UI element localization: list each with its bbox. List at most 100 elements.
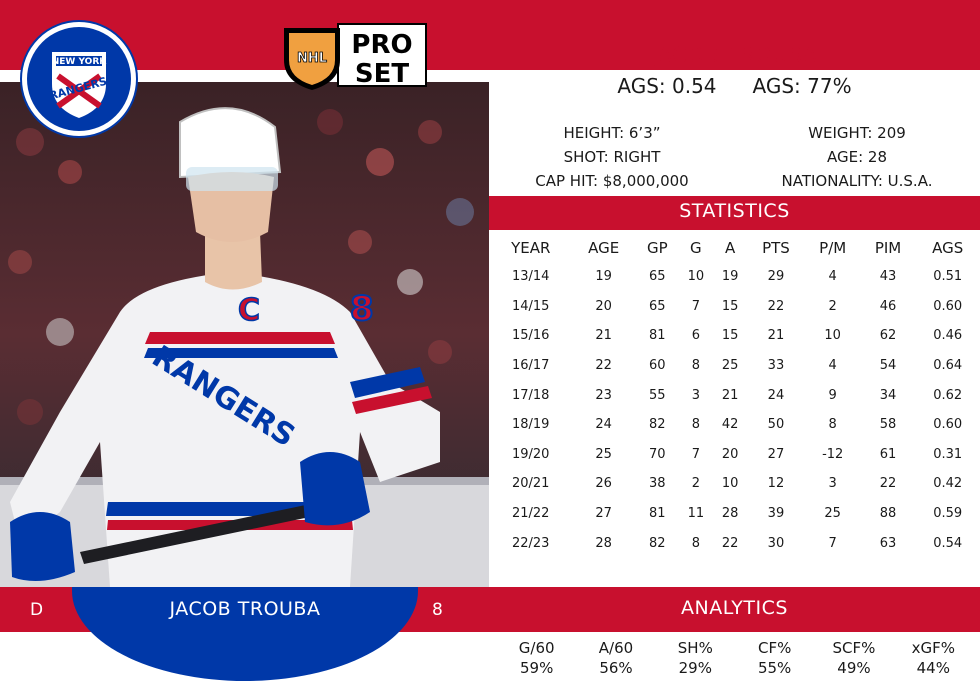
header-age: AGE <box>588 239 620 257</box>
stats-cell: 3 <box>691 387 700 403</box>
stats-cell: 8 <box>691 417 700 433</box>
stats-cell: 88 <box>879 506 897 522</box>
stats-cell: 10 <box>824 328 841 344</box>
stats-cell: 62 <box>879 328 897 344</box>
stats-cell: 34 <box>879 387 897 403</box>
stats-cell: 4 <box>828 269 837 285</box>
stats-cell: 6 <box>691 328 700 344</box>
stats-row: 17/18 23 55 3 21 24 9 34 0.62 <box>490 380 980 410</box>
stats-cell: 0.42 <box>933 476 963 492</box>
stats-cell: 63 <box>879 535 897 551</box>
stats-header-row: YEAR AGE GP G A PTS P/M PIM AGS <box>490 234 980 262</box>
stats-cell: 0.64 <box>933 358 963 374</box>
header-band <box>0 0 980 70</box>
stats-cell: 19 <box>595 269 612 285</box>
metric-value: 59% <box>519 659 554 677</box>
stats-cell: 82 <box>649 417 666 433</box>
stats-row: 22/23 28 82 8 22 30 7 63 0.54 <box>490 528 980 558</box>
stats-cell: 54 <box>879 358 897 374</box>
stats-cell: 8 <box>691 358 700 374</box>
stats-cell: 8 <box>691 535 700 551</box>
jersey-number: 8 <box>432 600 443 620</box>
stats-cell: 46 <box>879 298 897 314</box>
rangers-logo: NEW YORK RANGERS <box>20 20 138 138</box>
ags-percentile: AGS: 77% <box>752 74 852 98</box>
metric-xgf: xGF% 44% <box>894 638 973 678</box>
stats-cell: 61 <box>879 446 897 462</box>
stats-cell: 21 <box>767 328 785 344</box>
stats-cell: 0.54 <box>933 535 963 551</box>
stats-cell: 17/18 <box>511 387 550 403</box>
brand-text-pro: PRO <box>351 30 412 60</box>
stats-cell: 21 <box>595 328 612 344</box>
stats-cell: 13/14 <box>511 269 550 285</box>
stats-cell: 0.60 <box>933 298 963 314</box>
stats-cell: 2 <box>828 298 837 314</box>
stats-cell: 19 <box>721 269 739 285</box>
stats-cell: 7 <box>691 446 700 462</box>
player-name: JACOB TROUBA <box>651 43 818 67</box>
metric-label: G/60 <box>518 639 555 657</box>
metric-label: xGF% <box>911 639 955 657</box>
stats-cell: -12 <box>822 446 844 462</box>
header-pim: PIM <box>874 239 902 257</box>
stats-cell: 22 <box>767 298 785 314</box>
stats-row: 15/16 21 81 6 15 21 10 62 0.46 <box>490 321 980 351</box>
metric-a60: A/60 56% <box>576 638 655 678</box>
stats-cell: 65 <box>649 269 666 285</box>
captain-patch: C <box>238 293 260 328</box>
stats-cell: 10 <box>687 269 705 285</box>
metric-label: SH% <box>677 639 713 657</box>
stats-cell: 14/15 <box>511 298 550 314</box>
stats-cell: 9 <box>828 387 837 403</box>
stats-cell: 24 <box>767 387 785 403</box>
metric-value: 56% <box>599 659 633 677</box>
stats-cell: 15 <box>721 298 739 314</box>
stats-cell: 7 <box>691 298 700 314</box>
metric-scf: SCF% 49% <box>814 638 893 678</box>
metric-cf: CF% 55% <box>735 638 814 678</box>
stats-cell: 81 <box>649 328 666 344</box>
header-g: G <box>690 239 702 257</box>
bio-weight: WEIGHT: 209 <box>808 124 906 142</box>
stats-cell: 11 <box>687 506 705 522</box>
stats-cell: 20/21 <box>511 476 550 492</box>
ags-summary: AGS: 0.54 AGS: 77% <box>489 74 980 98</box>
brand-text-set: SET <box>355 59 409 89</box>
footer-player-name: JACOB TROUBA <box>169 598 321 620</box>
metric-label: SCF% <box>832 639 876 657</box>
stats-cell: 18/19 <box>511 417 550 433</box>
stats-cell: 0.46 <box>933 328 963 344</box>
header-gp: GP <box>646 239 668 257</box>
stats-cell: 22 <box>595 358 612 374</box>
bio-nationality: NATIONALITY: U.S.A. <box>781 172 933 190</box>
stats-row: 19/20 25 70 7 20 27 -12 61 0.31 <box>490 440 980 470</box>
bio-cap-hit: CAP HIT: $8,000,000 <box>535 172 689 190</box>
stats-row: 21/22 27 81 11 28 39 25 88 0.59 <box>490 499 980 529</box>
stats-cell: 28 <box>721 506 739 522</box>
stats-cell: 7 <box>828 535 837 551</box>
stats-cell: 23 <box>595 387 612 403</box>
stats-cell: 26 <box>595 476 612 492</box>
header-pts: PTS <box>762 239 790 257</box>
statistics-band <box>489 196 980 230</box>
stats-cell: 15 <box>721 328 739 344</box>
stats-table: YEAR AGE GP G A PTS P/M PIM AGS 13/14 19 6… <box>490 234 980 558</box>
bio-height: HEIGHT: 6’3” <box>563 124 661 142</box>
stats-cell: 3 <box>828 476 837 492</box>
stats-cell: 22 <box>721 535 739 551</box>
position-label: D <box>30 600 44 620</box>
stats-cell: 0.31 <box>933 446 963 462</box>
stats-cell: 30 <box>767 535 785 551</box>
proset-logo: NHL PRO SET <box>280 20 428 92</box>
stats-cell: 43 <box>879 269 897 285</box>
stats-cell: 82 <box>649 535 666 551</box>
analytics-title: ANALYTICS <box>681 597 788 619</box>
bio-shot: SHOT: RIGHT <box>563 148 661 166</box>
stats-cell: 16/17 <box>511 358 550 374</box>
stats-row: 14/15 20 65 7 15 22 2 46 0.60 <box>490 292 980 322</box>
metric-value: 55% <box>757 659 792 677</box>
metric-label: CF% <box>757 639 792 657</box>
stats-cell: 42 <box>721 417 739 433</box>
stats-cell: 8 <box>828 417 837 433</box>
